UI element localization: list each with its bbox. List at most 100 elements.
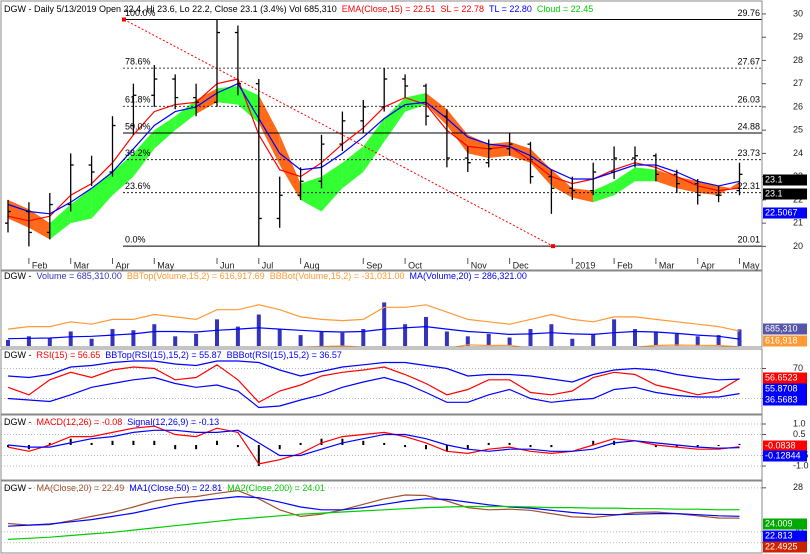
value-badge-label: 56.6523 <box>765 372 798 382</box>
cloud-segment <box>426 92 447 126</box>
cloud-segment <box>237 86 259 124</box>
cloud-segment <box>342 146 364 189</box>
header-prefix: DGW - <box>4 271 32 281</box>
panel-header: DGW - MACD(12,26) = -0.08 Signal(12,26,9) … <box>4 417 219 427</box>
panel-frame <box>0 480 763 554</box>
volume-bar <box>110 329 115 346</box>
legend-entry: MACD(12,26) = -0.08 <box>37 417 123 427</box>
value-badge <box>763 450 807 462</box>
indicator-line <box>7 376 740 409</box>
histogram-bar <box>425 445 427 450</box>
fib-label: 50.0% <box>125 121 151 131</box>
volume-bar <box>6 339 10 346</box>
value-badge-label: -0.12844 <box>765 450 801 460</box>
volume-bar <box>47 337 52 346</box>
panel <box>5 19 762 247</box>
fib-anchor <box>551 244 555 249</box>
volume-bar <box>68 331 73 346</box>
histogram-bar <box>48 442 51 446</box>
x-tick-label: May <box>743 260 761 270</box>
value-badge <box>763 394 807 406</box>
panel-frame <box>0 270 763 348</box>
fib-value: 26.03 <box>737 95 760 105</box>
cloud-segment <box>572 188 594 203</box>
volume-bar <box>89 338 94 346</box>
header-prefix: DGW - <box>4 350 32 360</box>
histogram-bar <box>717 445 720 447</box>
histogram-bar <box>111 440 114 446</box>
y-tick-label: 26 <box>793 101 803 111</box>
header-prefix: DGW - Daily 5/13/2019 Open 22.4, Hi 23.6… <box>4 4 337 14</box>
histogram-bar <box>445 445 448 452</box>
histogram-bar <box>257 445 260 467</box>
panel <box>1 360 762 409</box>
legend-entry: RSI(15) = 56.65 <box>37 350 101 360</box>
histogram-bar <box>466 445 469 450</box>
y-tick-label: 20 <box>793 241 803 251</box>
volume-bar <box>591 333 596 346</box>
y-tick-label: 25 <box>793 125 803 135</box>
value-badge <box>763 323 807 335</box>
histogram-bar <box>362 440 365 446</box>
cloud-segment <box>49 204 71 240</box>
fib-anchor <box>122 17 126 22</box>
x-tick-label: Dec <box>513 260 530 270</box>
y-tick-label: 21 <box>793 218 803 228</box>
cloud-segment <box>258 95 280 166</box>
volume-bar <box>444 331 449 346</box>
histogram-bar <box>69 438 72 446</box>
value-badge-label: 36.5683 <box>765 394 798 404</box>
histogram-bar <box>132 440 135 446</box>
legend-entry: Signal(12,26,9) = -0.13 <box>127 417 219 427</box>
volume-bar <box>549 324 554 346</box>
histogram-bar <box>508 442 511 446</box>
volume-bar <box>340 332 345 346</box>
cloud-segment <box>363 118 385 172</box>
panel-frame <box>0 348 763 415</box>
value-badge-label: 22.5067 <box>765 207 798 217</box>
value-badge-label: 24.009 <box>765 518 793 528</box>
x-tick-label: 2019 <box>575 260 595 270</box>
legend-entry: MA(Volume,20) = 286,321.00 <box>410 271 527 281</box>
histogram-bar <box>383 442 386 446</box>
histogram-bar <box>236 445 239 448</box>
value-badge-label: 616,918 <box>765 335 798 345</box>
histogram-bar <box>675 445 678 448</box>
indicator-line <box>7 505 740 540</box>
fib-label: 23.6% <box>125 181 151 191</box>
value-badge <box>763 207 807 219</box>
histogram-bar <box>90 442 93 446</box>
value-badge-label: 55.8708 <box>765 383 798 393</box>
volume-bar <box>465 336 470 346</box>
cloud-segment <box>91 172 113 219</box>
value-badge-label: 22.4925 <box>765 541 798 551</box>
volume-bar <box>633 329 637 346</box>
y-tick-label: 0.5 <box>793 429 806 439</box>
fib-value: 22.31 <box>737 181 760 191</box>
histogram-bar <box>216 440 218 446</box>
histogram-bar <box>174 445 177 450</box>
volume-bar <box>570 338 575 346</box>
panel-frame <box>0 414 763 481</box>
panel-header: DGW - Daily 5/13/2019 Open 22.4, Hi 23.6… <box>4 4 593 14</box>
histogram-bar <box>195 445 198 450</box>
volume-bar <box>319 331 324 346</box>
y-tick-label: 30 <box>793 8 803 18</box>
header-prefix: DGW - <box>4 417 32 427</box>
x-tick-label: Feb <box>32 260 48 270</box>
volume-bar <box>737 329 742 346</box>
x-tick-label: Apr <box>701 260 715 270</box>
volume-bar <box>26 336 31 346</box>
cloud-segment <box>70 188 92 224</box>
cloud-segment <box>467 134 489 159</box>
histogram-bar <box>487 442 490 446</box>
cloud-segment <box>593 181 615 203</box>
panel <box>6 302 742 347</box>
histogram-bar <box>696 445 699 448</box>
x-tick-label: Mar <box>659 260 675 270</box>
volume-bar <box>215 319 219 346</box>
x-tick-label: May <box>157 260 175 270</box>
indicator-line <box>7 360 740 383</box>
value-badge-label: 23.1 <box>765 174 783 184</box>
